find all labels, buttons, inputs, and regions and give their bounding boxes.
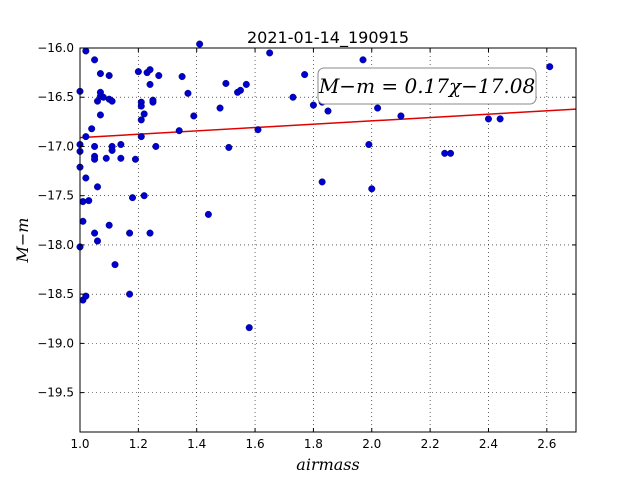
data-point <box>245 324 253 332</box>
y-tick-label: −16.5 <box>37 90 74 104</box>
data-point <box>216 104 224 112</box>
data-point <box>190 112 198 120</box>
data-point <box>484 115 492 123</box>
data-point <box>368 185 376 193</box>
data-point <box>140 192 148 200</box>
x-tick-label: 1.2 <box>129 437 148 451</box>
x-tick-label: 2.2 <box>421 437 440 451</box>
data-point <box>102 154 110 162</box>
data-point <box>82 174 90 182</box>
y-tick-label: −18.5 <box>37 287 74 301</box>
data-point <box>82 47 90 55</box>
x-tick-label: 1.4 <box>187 437 206 451</box>
data-point <box>175 127 183 135</box>
data-point <box>359 56 367 64</box>
data-point <box>149 98 157 106</box>
data-point <box>99 93 107 101</box>
data-point <box>117 154 125 162</box>
axis-ticks: 1.0 1.2 1.4 1.6 1.8 2.0 2.2 2.4 2.6 −16.0 −16.5 −17… <box>37 41 576 451</box>
data-points <box>76 40 554 332</box>
data-point <box>222 79 230 87</box>
data-point <box>397 112 405 120</box>
data-point <box>111 261 119 269</box>
x-tick-label: 1.8 <box>304 437 323 451</box>
data-point <box>82 292 90 300</box>
data-point <box>146 66 154 74</box>
annotation-text: M−m = 0.17χ−17.08 <box>318 74 535 98</box>
data-point <box>441 149 449 157</box>
data-point <box>126 290 134 298</box>
data-point <box>94 183 102 191</box>
fit-line-group <box>79 108 577 139</box>
data-point <box>546 63 554 71</box>
data-point <box>91 155 99 163</box>
data-point <box>96 111 104 119</box>
data-point <box>137 102 145 110</box>
data-point <box>137 116 145 124</box>
data-point <box>447 149 455 157</box>
data-point <box>204 210 212 218</box>
data-point <box>242 80 250 88</box>
data-point <box>178 73 186 81</box>
data-point <box>225 143 233 151</box>
y-tick-label: −17.0 <box>37 139 74 153</box>
data-point <box>374 104 382 112</box>
y-tick-label: −16.0 <box>37 41 74 55</box>
data-point <box>140 110 148 118</box>
data-point <box>196 40 204 48</box>
data-point <box>134 68 142 76</box>
data-point <box>82 133 90 141</box>
y-tick-label: −19.0 <box>37 336 74 350</box>
x-tick-label: 1.0 <box>70 437 89 451</box>
x-tick-label: 1.6 <box>246 437 265 451</box>
data-point <box>126 229 134 237</box>
x-axis-label: airmass <box>296 455 359 474</box>
fit-line <box>79 108 577 139</box>
data-point <box>96 70 104 78</box>
data-point <box>94 237 102 245</box>
plot-frame <box>79 47 577 433</box>
chart-title: 2021-01-14_190915 <box>247 28 409 48</box>
data-point <box>117 140 125 148</box>
y-tick-label: −19.5 <box>37 386 74 400</box>
data-point <box>146 229 154 237</box>
annotation-frame <box>317 67 537 105</box>
y-tick-label: −18.0 <box>37 238 74 252</box>
data-point <box>129 194 137 202</box>
data-point <box>137 133 145 141</box>
data-point <box>236 86 244 94</box>
data-point <box>266 49 274 57</box>
data-point <box>91 56 99 64</box>
data-point <box>301 71 309 79</box>
x-tick-label: 2.0 <box>362 437 381 451</box>
data-point <box>318 178 326 186</box>
data-point <box>105 221 113 229</box>
y-axis-label: M−m <box>13 218 32 264</box>
data-point <box>146 80 154 88</box>
annotation-box: M−m = 0.17χ−17.08 <box>317 67 537 105</box>
x-tick-label: 2.4 <box>479 437 498 451</box>
x-tick-label: 2.6 <box>537 437 556 451</box>
data-point <box>365 140 373 148</box>
data-point <box>108 146 116 154</box>
data-point <box>85 197 93 205</box>
data-point <box>324 107 332 115</box>
data-point <box>289 93 297 101</box>
data-point <box>91 142 99 150</box>
data-point <box>131 155 139 163</box>
data-point <box>108 97 116 105</box>
data-point <box>254 126 262 134</box>
data-point <box>309 101 317 109</box>
data-point <box>496 115 504 123</box>
data-point <box>88 125 96 133</box>
data-point <box>152 142 160 150</box>
data-point <box>91 229 99 237</box>
y-tick-label: −17.5 <box>37 189 74 203</box>
data-point <box>79 217 87 225</box>
data-point <box>79 198 87 206</box>
data-point <box>184 89 192 97</box>
data-point <box>105 72 113 80</box>
data-point <box>155 72 163 80</box>
